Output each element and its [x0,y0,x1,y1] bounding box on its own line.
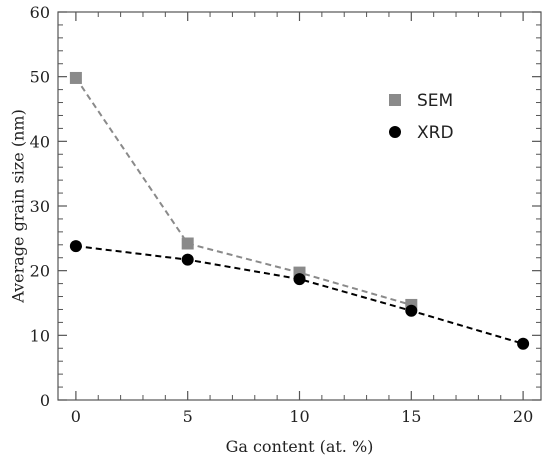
x-tick-label: 5 [183,407,193,426]
sem-series-line [75,77,412,306]
y-tick-label: 60 [30,3,50,22]
xrd-point [181,253,194,266]
plot-area [69,71,530,350]
y-tick-label: 50 [30,68,50,87]
y-tick-label: 0 [40,391,50,410]
y-tick-label: 40 [30,132,50,151]
legend: SEM XRD [389,91,454,143]
sem-point [69,71,82,84]
axes: 0 5 10 15 20 0 10 20 30 40 50 60 [30,3,542,426]
x-tick-label: 10 [289,407,309,426]
x-tick-label: 15 [401,407,421,426]
y-tick-label: 10 [30,326,50,345]
xrd-point [405,304,418,317]
sem-point [181,237,194,250]
x-tick-label: 20 [513,407,533,426]
xrd-point [517,337,530,350]
x-axis-label: Ga content (at. %) [226,437,374,456]
x-tick-label: 0 [71,407,81,426]
xrd-series-line [75,245,524,345]
legend-sem-marker [389,94,401,106]
legend-xrd-label: XRD [417,123,454,143]
y-axis-label: Average grain size (nm) [9,109,28,304]
y-tick-label: 30 [30,197,50,216]
legend-xrd-marker [389,126,401,138]
xrd-point [293,273,306,286]
legend-sem-label: SEM [417,91,453,111]
xrd-point [69,240,82,253]
plot-frame [57,11,542,401]
y-tick-label: 20 [30,262,50,281]
